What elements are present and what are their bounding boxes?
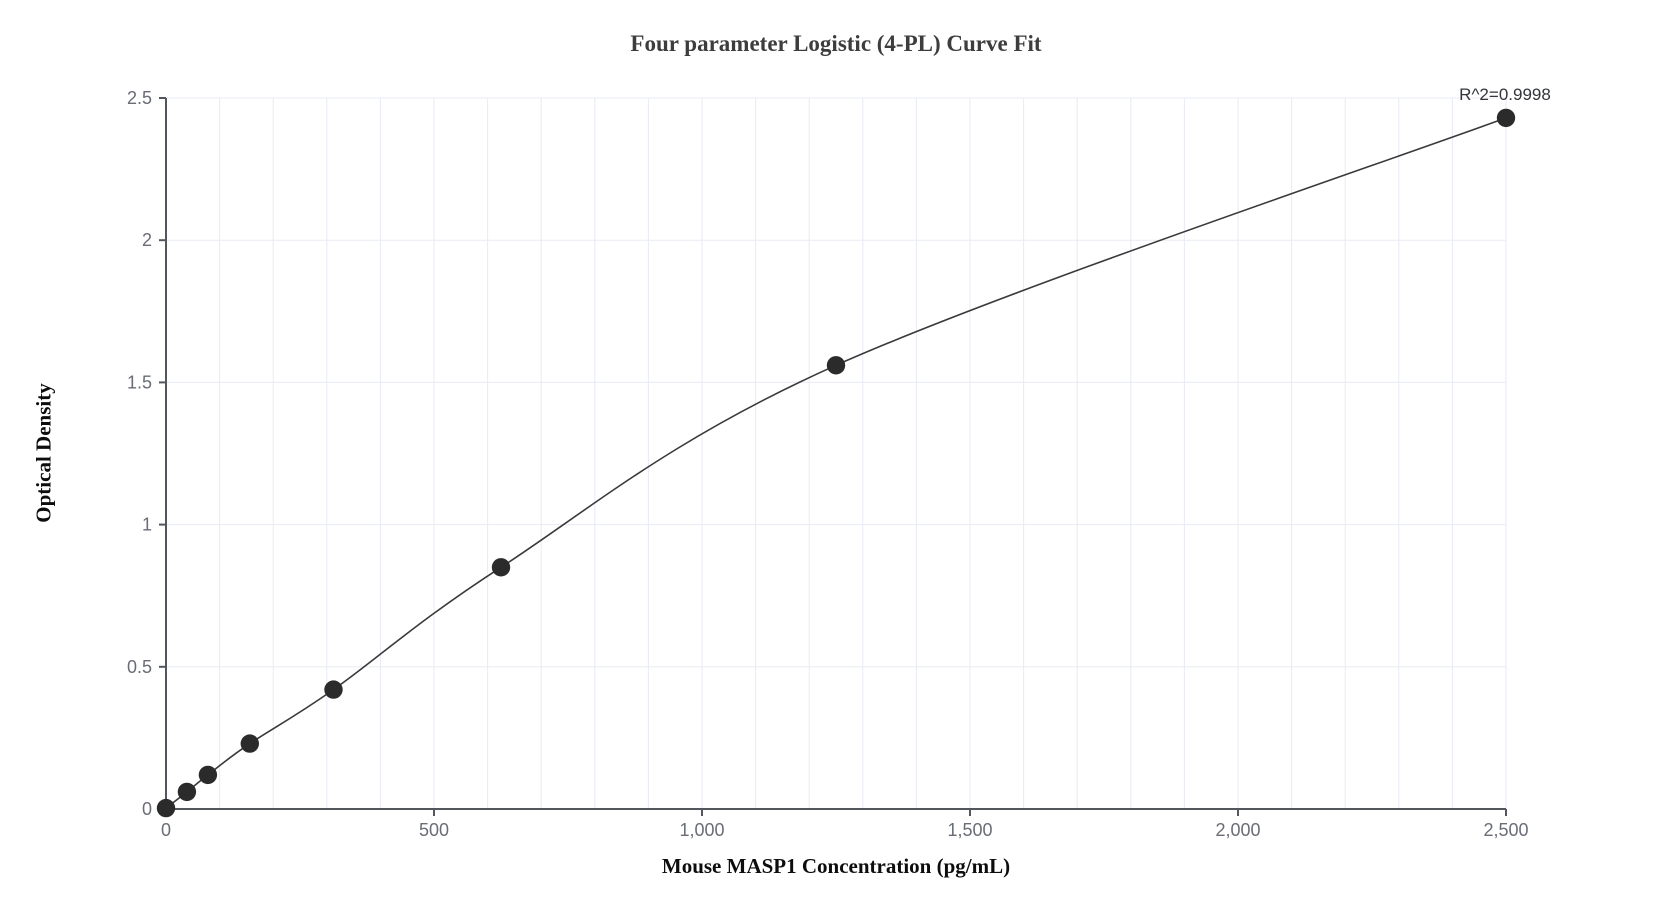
data-point bbox=[826, 356, 846, 375]
x-tick-label: 2,500 bbox=[1483, 820, 1528, 840]
y-tick-label: 0.5 bbox=[127, 657, 152, 677]
fit-curve bbox=[165, 117, 1507, 809]
data-point bbox=[1496, 108, 1516, 128]
data-point bbox=[491, 558, 511, 577]
y-tick-label: 1 bbox=[142, 515, 152, 535]
data-point bbox=[156, 798, 176, 818]
data-point bbox=[324, 680, 343, 699]
data-point bbox=[198, 765, 218, 785]
x-tick-label: 1,500 bbox=[947, 820, 992, 840]
data-point bbox=[177, 782, 197, 802]
x-tick-label: 0 bbox=[161, 820, 171, 840]
chart-title: Four parameter Logistic (4-PL) Curve Fit bbox=[630, 31, 1042, 56]
x-tick-label: 1,000 bbox=[679, 820, 724, 840]
y-tick-label: 1.5 bbox=[127, 372, 152, 392]
y-tick-label: 2.5 bbox=[127, 88, 152, 108]
y-tick-label: 2 bbox=[142, 230, 152, 250]
x-axis-title: Mouse MASP1 Concentration (pg/mL) bbox=[661, 854, 1011, 878]
y-tick-label: 0 bbox=[142, 799, 152, 819]
x-tick-label: 2,000 bbox=[1215, 820, 1260, 840]
r-squared-annotation: R^2=0.9998 bbox=[1459, 85, 1551, 104]
x-tick-label: 500 bbox=[419, 820, 449, 840]
data-point bbox=[240, 734, 259, 753]
